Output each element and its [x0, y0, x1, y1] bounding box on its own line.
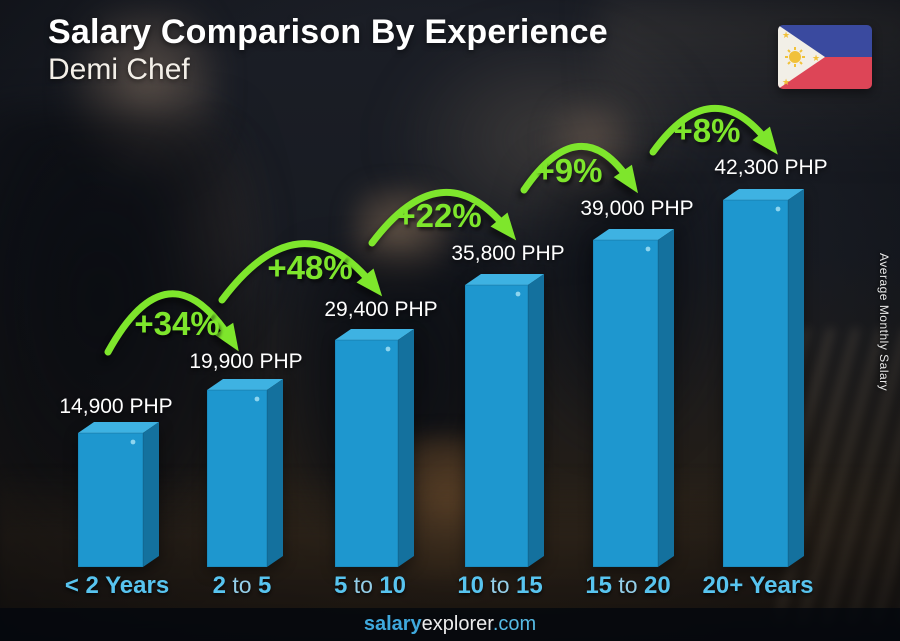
pct-change-label: +22%	[396, 197, 482, 234]
growth-arc-2	[218, 240, 376, 304]
bar-value-label: 19,900 PHP	[189, 350, 303, 373]
bars-group	[77, 189, 804, 568]
y-axis-label: Average Monthly Salary	[877, 253, 891, 392]
x-axis-label: < 2 Years	[65, 572, 169, 600]
x-label-to: to	[484, 572, 516, 598]
bar-3	[334, 329, 414, 568]
bar-4	[464, 274, 544, 568]
pct-change-label: +8%	[673, 112, 741, 149]
arrowhead-icon	[356, 268, 383, 297]
bar-2	[206, 379, 283, 568]
bar-1	[77, 422, 159, 568]
page-subtitle: Demi Chef	[48, 53, 190, 86]
bar-value-label: 35,800 PHP	[451, 242, 565, 265]
x-label-strong: 10	[379, 572, 407, 599]
x-axis-label: 10 to 15	[457, 572, 542, 600]
bar-value-label: 39,000 PHP	[580, 197, 694, 220]
bar-value-label: 14,900 PHP	[59, 395, 173, 418]
bar-6	[722, 189, 804, 568]
arrowhead-icon	[490, 212, 517, 241]
growth-arc-1	[104, 290, 234, 356]
x-label-strong: 5	[333, 572, 348, 599]
bar-5	[592, 229, 674, 568]
x-label-to: to	[226, 572, 258, 598]
arrowhead-icon	[613, 164, 639, 194]
x-label-strong: < 2 Years	[64, 572, 170, 599]
x-label-strong: 15	[585, 572, 613, 599]
x-label-strong: 10	[457, 572, 485, 599]
x-label-strong: 2	[212, 572, 227, 599]
footer-site-name: salaryexplorer.com	[364, 613, 536, 636]
pct-change-label: +34%	[134, 305, 220, 342]
x-label-to: to	[347, 572, 380, 598]
svg-text:★: ★	[812, 54, 820, 64]
x-label-strong: 5	[257, 572, 272, 599]
x-axis-label: 15 to 20	[585, 572, 670, 600]
footer-site-suffix: .com	[492, 613, 537, 635]
x-label-to: to	[612, 572, 644, 598]
bar-value-label: 42,300 PHP	[714, 156, 828, 179]
philippines-flag-icon: ★ ★ ★	[778, 25, 872, 89]
x-axis-label: 2 to 5	[213, 572, 272, 600]
growth-arc-4	[520, 142, 633, 194]
pct-change-label: +9%	[535, 152, 603, 189]
page-title: Salary Comparison By Experience	[48, 13, 608, 51]
growth-arc-5	[649, 104, 772, 156]
x-label-strong: 20+ Years	[702, 572, 814, 599]
footer-site-regular: explorer	[421, 613, 493, 635]
bar-value-label: 29,400 PHP	[324, 298, 438, 321]
x-axis-label: 5 to 10	[334, 572, 406, 600]
arrowhead-icon	[752, 126, 778, 155]
x-axis-label: 20+ Years	[702, 572, 813, 600]
arrowhead-icon	[214, 322, 239, 352]
x-label-strong: 20	[643, 572, 671, 599]
growth-arrows-group	[104, 104, 778, 356]
x-label-strong: 15	[515, 572, 543, 599]
footer: salaryexplorer.com	[0, 608, 900, 641]
footer-site-bold: salary	[363, 613, 422, 635]
pct-change-label: +48%	[267, 249, 353, 286]
svg-text:★: ★	[782, 78, 790, 88]
growth-arc-3	[368, 189, 510, 247]
svg-text:★: ★	[782, 31, 790, 41]
